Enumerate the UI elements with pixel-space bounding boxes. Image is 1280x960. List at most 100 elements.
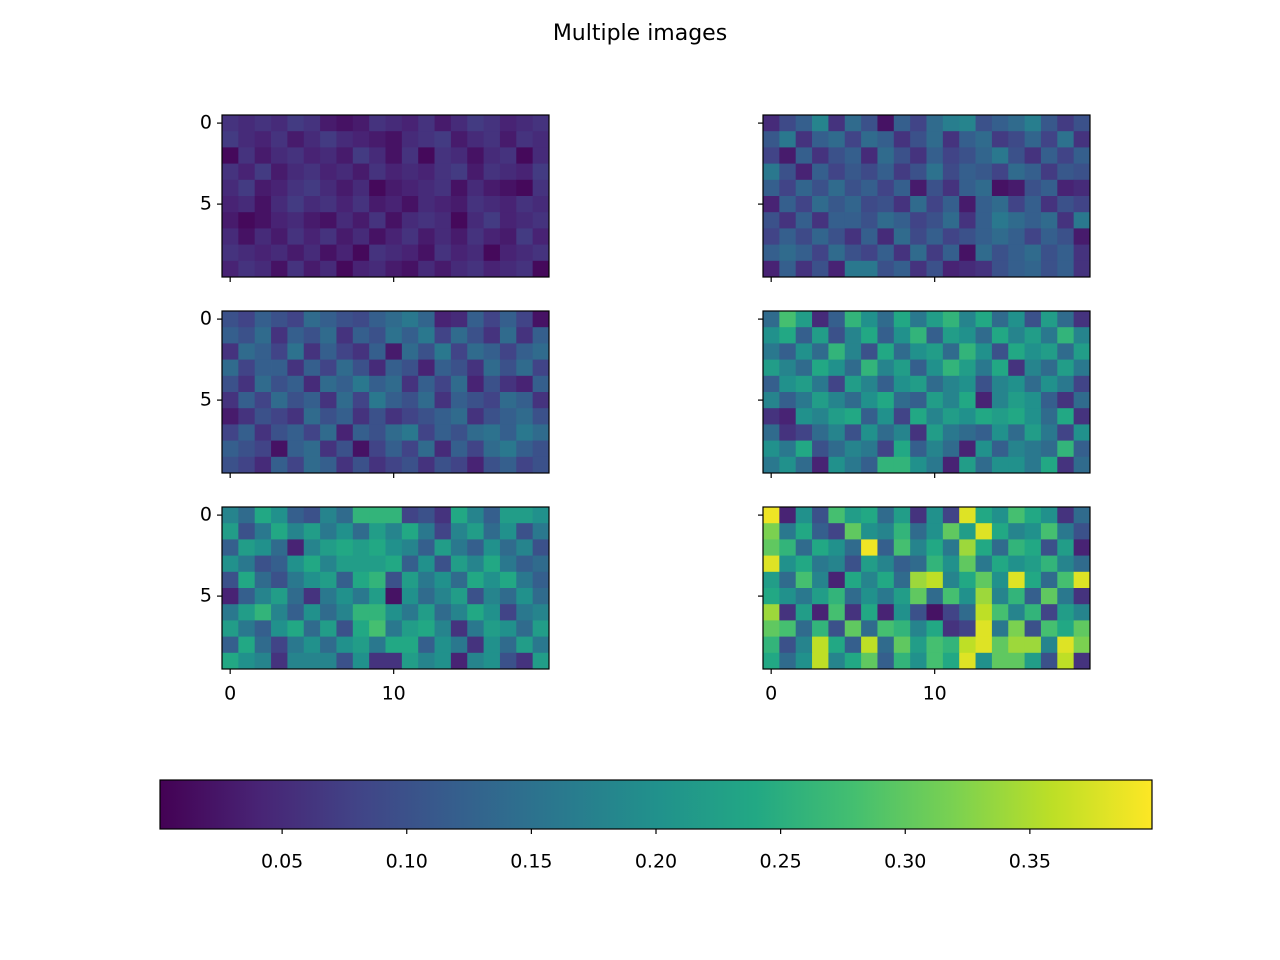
- heatmap-cell: [1057, 327, 1075, 344]
- heatmap-cell: [828, 507, 846, 524]
- heatmap-cell: [401, 636, 419, 654]
- heatmap-cell: [320, 636, 337, 654]
- heatmap-cell: [1040, 539, 1058, 556]
- heatmap-cell: [779, 163, 797, 181]
- heatmap-cell: [516, 115, 534, 132]
- heatmap-cell: [336, 131, 354, 148]
- heatmap-cell: [287, 588, 305, 605]
- heatmap-cell: [844, 424, 862, 441]
- heatmap-cell: [254, 115, 272, 132]
- heatmap-cell: [942, 327, 960, 344]
- heatmap-cell: [959, 571, 976, 589]
- heatmap-cell: [942, 343, 960, 360]
- heatmap-cell: [336, 212, 354, 229]
- heatmap-cell: [450, 260, 468, 278]
- heatmap-cell: [959, 588, 976, 605]
- heatmap-cell: [352, 327, 370, 344]
- heatmap-cell: [352, 131, 370, 148]
- heatmap-cell: [467, 196, 484, 213]
- heatmap-cell: [434, 375, 452, 393]
- heatmap-cell: [795, 260, 813, 278]
- heatmap-cell: [1057, 571, 1075, 589]
- heatmap-cell: [271, 652, 288, 670]
- heatmap-cell: [499, 115, 517, 132]
- heatmap-cell: [975, 408, 993, 425]
- heatmap-cell: [991, 327, 1009, 344]
- heatmap-cell: [287, 539, 305, 556]
- heatmap-cell: [828, 523, 846, 540]
- heatmap-cell: [532, 163, 550, 181]
- heatmap-cell: [401, 375, 419, 393]
- heatmap-cell: [1040, 260, 1058, 278]
- heatmap-cell: [238, 523, 256, 540]
- heatmap-cell: [532, 228, 550, 245]
- heatmap-cell: [910, 311, 927, 328]
- heatmap-cell: [828, 636, 846, 654]
- heatmap-cell: [844, 588, 862, 605]
- heatmap-cell: [861, 327, 878, 344]
- heatmap-cell: [926, 392, 944, 409]
- heatmap-cell: [303, 260, 321, 278]
- heatmap-cell: [499, 147, 517, 164]
- heatmap-cell: [483, 131, 501, 148]
- heatmap-cell: [991, 456, 1009, 474]
- heatmap-cell: [418, 343, 435, 360]
- heatmap-cell: [467, 571, 484, 589]
- heatmap-cell: [910, 620, 927, 637]
- heatmap-cell: [320, 359, 337, 377]
- heatmap-cell: [991, 131, 1009, 148]
- heatmap-cell: [942, 228, 960, 245]
- heatmap-cell: [1073, 507, 1091, 524]
- heatmap-cell: [467, 375, 484, 393]
- heatmap-cell: [450, 196, 468, 213]
- heatmap-cell: [844, 163, 862, 181]
- heatmap-cell: [861, 115, 878, 132]
- heatmap-cell: [779, 588, 797, 605]
- heatmap-cell: [222, 260, 239, 278]
- heatmap-cell: [516, 163, 534, 181]
- heatmap-cell: [1008, 179, 1025, 197]
- heatmap-cell: [369, 115, 386, 132]
- heatmap-cell: [1057, 311, 1075, 328]
- heatmap-cell: [763, 456, 780, 474]
- heatmap-cell: [795, 539, 813, 556]
- heatmap-cell: [385, 163, 403, 181]
- heatmap-cell: [303, 131, 321, 148]
- heatmap-cell: [320, 539, 337, 556]
- heatmap-cell: [975, 196, 993, 213]
- heatmap-cell: [401, 147, 419, 164]
- heatmap-cell: [1024, 424, 1042, 441]
- heatmap-cell: [303, 244, 321, 262]
- heatmap-cell: [893, 244, 911, 262]
- heatmap-cell: [926, 571, 944, 589]
- heatmap-cell: [1008, 604, 1025, 621]
- heatmap-cell: [467, 179, 484, 197]
- heatmap-cell: [254, 424, 272, 441]
- heatmap-cell: [271, 196, 288, 213]
- heatmap-cell: [401, 343, 419, 360]
- heatmap-cell: [222, 588, 239, 605]
- heatmap-cell: [942, 131, 960, 148]
- heatmap-cell: [795, 555, 813, 573]
- heatmap-cell: [499, 375, 517, 393]
- heatmap-cell: [1008, 588, 1025, 605]
- heatmap-cell: [763, 392, 780, 409]
- heatmap-cell: [877, 539, 895, 556]
- heatmap-cell: [434, 408, 452, 425]
- heatmap-cell: [1057, 212, 1075, 229]
- heatmap-cell: [991, 375, 1009, 393]
- heatmap-cell: [959, 539, 976, 556]
- heatmap-cell: [532, 260, 550, 278]
- heatmap-cell: [418, 311, 435, 328]
- heatmap-cell: [401, 604, 419, 621]
- heatmap-cell: [959, 375, 976, 393]
- heatmap-cell: [926, 555, 944, 573]
- axes-frame: [762, 506, 1091, 670]
- heatmap-cell: [450, 424, 468, 441]
- heatmap-cell: [532, 392, 550, 409]
- heatmap-cell: [828, 555, 846, 573]
- heatmap-cell: [401, 131, 419, 148]
- heatmap-cell: [795, 244, 813, 262]
- heatmap-cell: [369, 179, 386, 197]
- heatmap-cell: [1040, 343, 1058, 360]
